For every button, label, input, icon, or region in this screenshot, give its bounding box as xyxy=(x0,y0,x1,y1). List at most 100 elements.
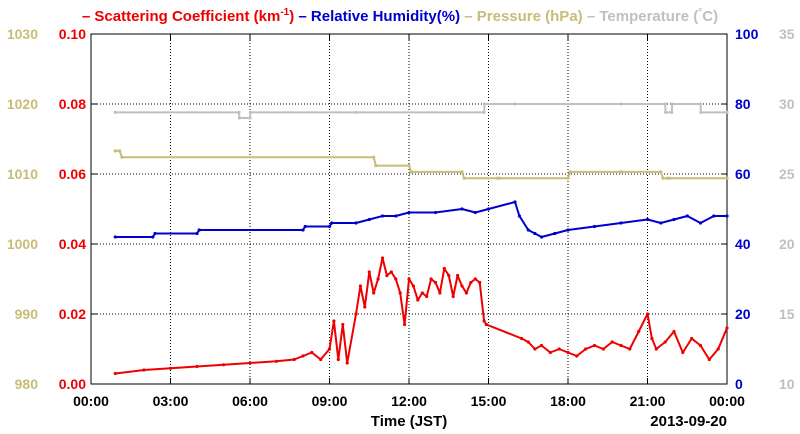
data-point xyxy=(592,343,597,348)
data-point xyxy=(698,221,703,225)
x-tick-label: 09:00 xyxy=(312,393,348,409)
data-point xyxy=(566,350,570,355)
data-point xyxy=(672,329,676,334)
data-point xyxy=(566,228,570,232)
humidity-tick-label: 80 xyxy=(735,96,751,112)
data-point xyxy=(670,110,674,114)
pressure-tick-label: 1000 xyxy=(7,236,38,252)
data-point xyxy=(429,277,433,281)
data-point xyxy=(497,176,502,180)
data-point xyxy=(411,284,415,288)
data-point xyxy=(637,329,641,334)
scattering-tick-label: 0.08 xyxy=(59,96,86,112)
data-point xyxy=(460,170,464,174)
scattering-tick-label: 0.04 xyxy=(59,236,86,252)
data-point xyxy=(120,155,124,159)
data-point xyxy=(153,231,157,236)
pressure-tick-label: 1010 xyxy=(7,166,38,182)
data-point xyxy=(442,266,446,271)
temperature-tick-label: 30 xyxy=(779,96,795,112)
data-point xyxy=(142,368,146,372)
data-point xyxy=(619,343,623,348)
humidity-tick-label: 60 xyxy=(735,166,751,182)
x-tick-label: 18:00 xyxy=(550,393,586,409)
legend-suffix: C) xyxy=(702,8,718,25)
data-point xyxy=(601,347,605,351)
temperature-tick-label: 20 xyxy=(779,236,795,252)
data-point xyxy=(517,214,522,218)
legend-superscript: ° xyxy=(698,7,702,18)
data-point xyxy=(659,221,663,225)
scattering-tick-label: 0.10 xyxy=(59,26,86,42)
data-point xyxy=(469,280,473,285)
temperature-tick-label: 10 xyxy=(779,376,795,392)
pressure-tick-label: 1030 xyxy=(7,26,38,42)
data-point xyxy=(248,110,252,114)
data-point xyxy=(372,155,376,159)
scattering-coefficient-series xyxy=(113,256,729,376)
data-point xyxy=(685,214,689,218)
data-point xyxy=(650,336,654,341)
data-point xyxy=(566,176,570,180)
data-point xyxy=(195,364,199,369)
relative-humidity-series xyxy=(113,200,729,239)
data-point xyxy=(451,294,455,299)
data-point xyxy=(113,371,117,376)
data-point xyxy=(354,110,358,114)
data-point xyxy=(433,280,438,285)
data-point xyxy=(539,343,544,348)
temperature-tick-label: 35 xyxy=(779,26,795,42)
scattering-tick-label: 0.02 xyxy=(59,306,86,322)
data-point xyxy=(385,273,389,278)
data-point xyxy=(526,340,530,344)
series-line xyxy=(115,201,727,238)
data-point xyxy=(330,221,334,225)
data-point xyxy=(367,270,371,274)
data-point xyxy=(670,102,674,106)
legend-entry: – Relative Humidity(%) xyxy=(294,8,460,25)
x-tick-label: 21:00 xyxy=(630,393,666,409)
x-tick-label: 06:00 xyxy=(232,393,268,409)
data-point xyxy=(407,210,411,215)
series-line xyxy=(115,257,728,375)
data-point xyxy=(526,228,530,232)
data-point xyxy=(473,210,477,215)
pressure-series xyxy=(113,149,729,180)
x-tick-label: 03:00 xyxy=(153,393,189,409)
data-point xyxy=(553,231,557,236)
data-point xyxy=(409,170,413,174)
data-point xyxy=(389,270,393,274)
data-point xyxy=(447,273,451,278)
axis-ticks: 00:00 03:00 06:00 09:00 12:00 15:00 18:00 21:00… xyxy=(7,26,795,409)
data-point xyxy=(533,347,537,351)
data-point xyxy=(539,235,544,239)
data-point xyxy=(438,291,442,295)
legend: – Scattering Coefficient (km-1) – Relati… xyxy=(82,7,718,25)
data-point xyxy=(336,357,340,362)
data-point xyxy=(712,214,716,218)
data-point xyxy=(358,284,362,288)
data-point xyxy=(460,284,464,288)
legend-entry: – Pressure (hPa) xyxy=(460,8,583,25)
data-point xyxy=(332,319,336,323)
data-point xyxy=(420,291,424,295)
data-point xyxy=(354,312,358,316)
data-point xyxy=(610,340,614,344)
date-label: 2013-09-20 xyxy=(650,413,727,430)
data-point xyxy=(416,298,420,302)
data-point xyxy=(319,357,323,362)
data-point xyxy=(548,350,552,355)
data-point xyxy=(486,207,491,211)
data-point xyxy=(237,110,241,114)
data-point xyxy=(118,149,122,153)
pressure-tick-label: 980 xyxy=(15,376,39,392)
data-point xyxy=(394,277,398,281)
data-point xyxy=(482,102,487,106)
data-point xyxy=(237,116,241,120)
data-point xyxy=(407,277,411,281)
data-point xyxy=(664,110,668,114)
data-point xyxy=(372,291,376,295)
data-point xyxy=(619,102,623,106)
data-point xyxy=(520,336,524,341)
